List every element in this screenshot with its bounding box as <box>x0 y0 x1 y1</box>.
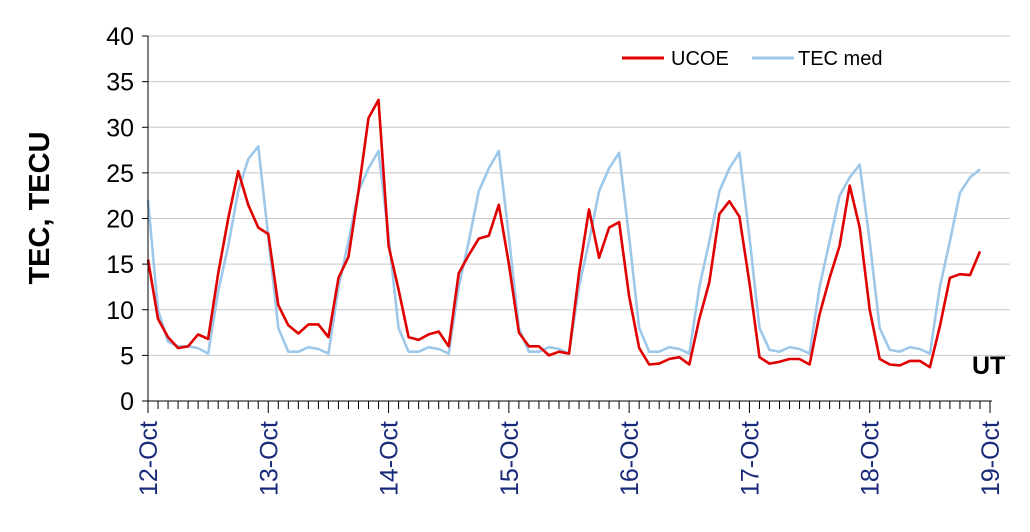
legend-label-ucoe: UCOE <box>671 48 729 70</box>
ut-unit-label: UT <box>972 352 1005 380</box>
y-tick-label-5: 5 <box>120 342 134 370</box>
axes <box>142 35 992 413</box>
y-tick-label-35: 35 <box>106 69 134 97</box>
x-date-label-19-Oct: 19-Oct <box>977 421 1005 496</box>
x-date-labels: 12-Oct 13-Oct 14-Oct 15-Oct 16-Oct 17-Oct 18-O… <box>135 421 1005 496</box>
y-tick-label-20: 20 <box>106 206 134 234</box>
y-tick-label-40: 40 <box>106 23 134 51</box>
y-tick-label-15: 15 <box>106 251 134 279</box>
x-date-label-17-Oct: 17-Oct <box>736 421 764 496</box>
x-date-label-16-Oct: 16-Oct <box>616 421 644 496</box>
series-line-tec-med <box>146 145 981 355</box>
x-date-label-13-Oct: 13-Oct <box>255 421 283 496</box>
series-lines <box>146 98 982 369</box>
series-line-ucoe <box>146 98 982 369</box>
y-tick-labels: 0 5 10 15 20 25 30 35 40 <box>106 23 134 416</box>
x-date-label-15-Oct: 15-Oct <box>496 421 524 496</box>
legend-label-tec-med: TEC med <box>798 48 882 70</box>
y-tick-label-10: 10 <box>106 297 134 325</box>
y-tick-label-30: 30 <box>106 114 134 142</box>
x-date-label-18-Oct: 18-Oct <box>857 421 885 496</box>
x-date-label-12-Oct: 12-Oct <box>135 421 163 496</box>
legend: UCOE TEC med <box>622 48 882 70</box>
gridlines <box>148 35 1010 356</box>
y-axis-title: TEC, TECU <box>24 131 56 284</box>
y-tick-label-0: 0 <box>120 388 134 416</box>
x-date-label-14-Oct: 14-Oct <box>376 421 404 496</box>
y-tick-label-25: 25 <box>106 160 134 188</box>
